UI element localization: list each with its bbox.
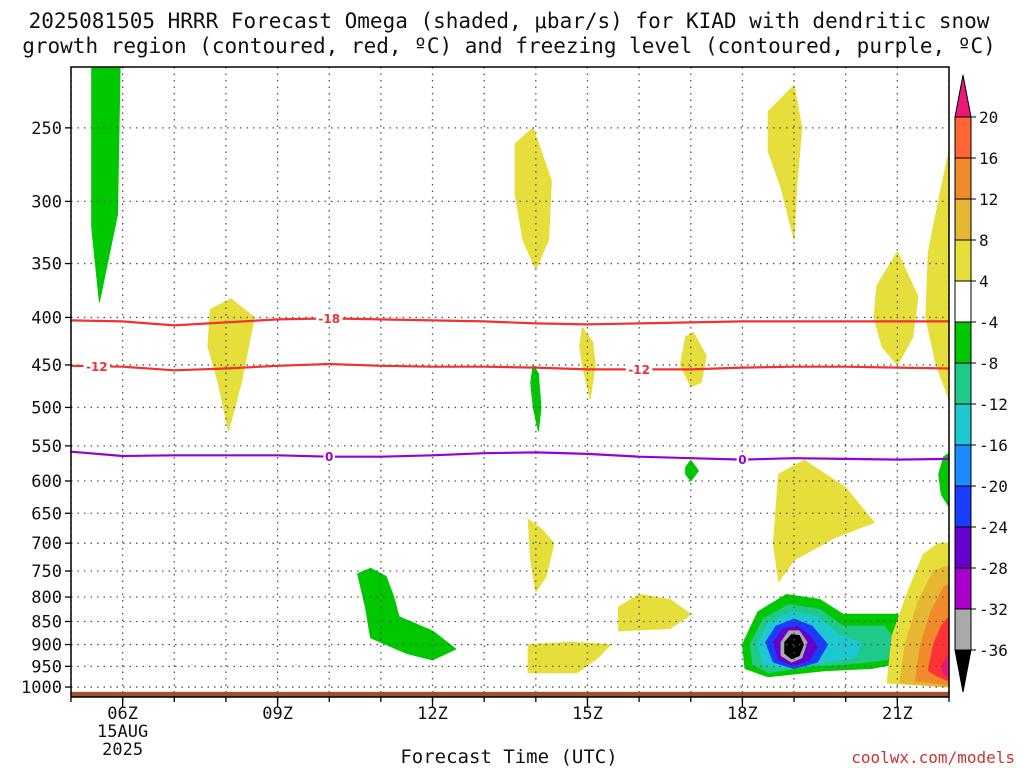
shaded-region-yellow-1900-mid bbox=[772, 459, 875, 583]
y-tick-label: 1000 bbox=[21, 678, 62, 698]
contour-label-bg bbox=[323, 449, 335, 464]
colorbar-band bbox=[954, 526, 972, 569]
contour-label: -12 bbox=[628, 363, 650, 377]
y-tick-label: 500 bbox=[31, 398, 62, 418]
contour-label: 0 bbox=[738, 453, 746, 467]
x-tick-label: 06Z bbox=[107, 704, 138, 724]
shaded-region-yellow-1600 bbox=[618, 594, 692, 632]
x-axis-title: Forecast Time (UTC) bbox=[400, 746, 617, 768]
y-tick-label: 700 bbox=[31, 534, 62, 554]
x-tick-label: 12Z bbox=[417, 704, 448, 724]
colorbar-band bbox=[954, 116, 972, 159]
shaded-region-green-upper-left bbox=[91, 67, 121, 303]
shaded-region-yellow-1400-lower bbox=[527, 518, 555, 593]
contour-label-bg bbox=[83, 359, 111, 374]
shaded-region-green-right-edge bbox=[938, 452, 949, 508]
shaded-region-magenta-right-bottom bbox=[940, 655, 949, 678]
x-tick-label: 21Z bbox=[882, 704, 913, 724]
colorbar-band bbox=[954, 444, 972, 487]
colorbar-band bbox=[954, 485, 972, 528]
y-tick-label: 650 bbox=[31, 504, 62, 524]
colorbar-label: -28 bbox=[979, 559, 1008, 578]
colorbar-band bbox=[954, 280, 972, 323]
colorbar-band bbox=[954, 567, 972, 610]
colorbar-label: -8 bbox=[979, 354, 998, 373]
contour-line bbox=[71, 317, 949, 327]
contour-label-bg bbox=[625, 362, 653, 377]
colorbar-band bbox=[954, 362, 972, 405]
shaded-region-green-1400-small bbox=[530, 364, 542, 432]
y-tick-label: 350 bbox=[31, 255, 62, 275]
shaded-region-yellow-1900-upper bbox=[767, 84, 803, 241]
y-tick-label: 950 bbox=[31, 657, 62, 677]
contour-line bbox=[71, 362, 949, 372]
colorbar-label: 8 bbox=[979, 231, 989, 250]
shaded-region-green-1100-1200 bbox=[357, 567, 457, 661]
x-tick-sublabel: 2025 bbox=[102, 740, 143, 760]
credit-link[interactable]: coolwx.com/models bbox=[851, 748, 1015, 767]
colorbar-band bbox=[954, 403, 972, 446]
y-tick-label: 800 bbox=[31, 588, 62, 608]
plot-frame bbox=[70, 66, 950, 698]
contour-lines: -18 -12 -12 0 0 bbox=[71, 311, 949, 467]
colorbar-top-arrow bbox=[954, 74, 972, 118]
contour-label: 0 bbox=[325, 450, 333, 464]
x-tick-label: 18Z bbox=[727, 704, 758, 724]
contour-label-bg bbox=[736, 452, 749, 467]
y-tick-label: 600 bbox=[31, 472, 62, 492]
chart-title-line-1: 2025081505 HRRR Forecast Omega (shaded, … bbox=[29, 9, 990, 33]
shaded-region-yellow-2100-upper bbox=[873, 251, 919, 366]
omega-shading bbox=[71, 67, 949, 697]
x-tick-label: 09Z bbox=[262, 704, 293, 724]
colorbar-label: 12 bbox=[979, 190, 998, 209]
colorbar-label: -20 bbox=[979, 477, 1008, 496]
y-axis: 250 300 350 400 450 500 550 600 650 700 750 800 850 9… bbox=[21, 119, 71, 698]
y-tick-label: 250 bbox=[31, 119, 62, 139]
colorbar: 20 16 12 8 4 -4 -8 -12 -16 -20 -24 -28 -32 -36 bbox=[954, 74, 1008, 693]
y-tick-label: 450 bbox=[31, 356, 62, 376]
shaded-region-yellow-1500-small bbox=[579, 326, 596, 400]
y-tick-label: 850 bbox=[31, 612, 62, 632]
colorbar-label: -12 bbox=[979, 395, 1008, 414]
shaded-region-yellow-1400-upper bbox=[514, 127, 552, 270]
colorbar-label: -24 bbox=[979, 518, 1008, 537]
y-tick-label: 900 bbox=[31, 636, 62, 656]
colorbar-band bbox=[954, 321, 972, 364]
contour-label: -18 bbox=[318, 312, 340, 326]
y-tick-label: 300 bbox=[31, 192, 62, 212]
shaded-region-yellow-1700 bbox=[679, 331, 707, 388]
y-tick-label: 750 bbox=[31, 562, 62, 582]
colorbar-band bbox=[954, 157, 972, 200]
colorbar-label: 16 bbox=[979, 149, 998, 168]
colorbar-band bbox=[954, 608, 972, 651]
colorbar-label: -32 bbox=[979, 600, 1008, 619]
colorbar-label: -36 bbox=[979, 641, 1008, 660]
x-tick-label: 15Z bbox=[572, 704, 603, 724]
colorbar-label: 4 bbox=[979, 272, 989, 291]
shaded-region-yellow-1400-bottom bbox=[527, 641, 612, 674]
chart-title-line-2: growth region (contoured, red, ºC) and f… bbox=[22, 34, 996, 58]
x-tick-sublabel: 15AUG bbox=[97, 722, 148, 742]
shaded-region-green-1700-small bbox=[685, 459, 699, 482]
colorbar-label: -16 bbox=[979, 436, 1008, 455]
plot-area: -18 -12 -12 0 0 bbox=[70, 66, 950, 698]
contour-line bbox=[71, 450, 949, 461]
colorbar-band bbox=[954, 239, 972, 282]
shaded-region-yellow-right-edge-upper bbox=[925, 150, 949, 400]
contour-label-bg bbox=[315, 311, 343, 326]
colorbar-label: 20 bbox=[979, 108, 998, 127]
colorbar-band bbox=[954, 198, 972, 241]
colorbar-label: -4 bbox=[979, 313, 998, 332]
ground-surface-band bbox=[71, 691, 949, 697]
shaded-region-yellow-0800 bbox=[207, 298, 255, 432]
y-tick-label: 400 bbox=[31, 308, 62, 328]
colorbar-bottom-arrow bbox=[954, 649, 972, 693]
contour-label: -12 bbox=[86, 360, 108, 374]
y-tick-label: 550 bbox=[31, 437, 62, 457]
